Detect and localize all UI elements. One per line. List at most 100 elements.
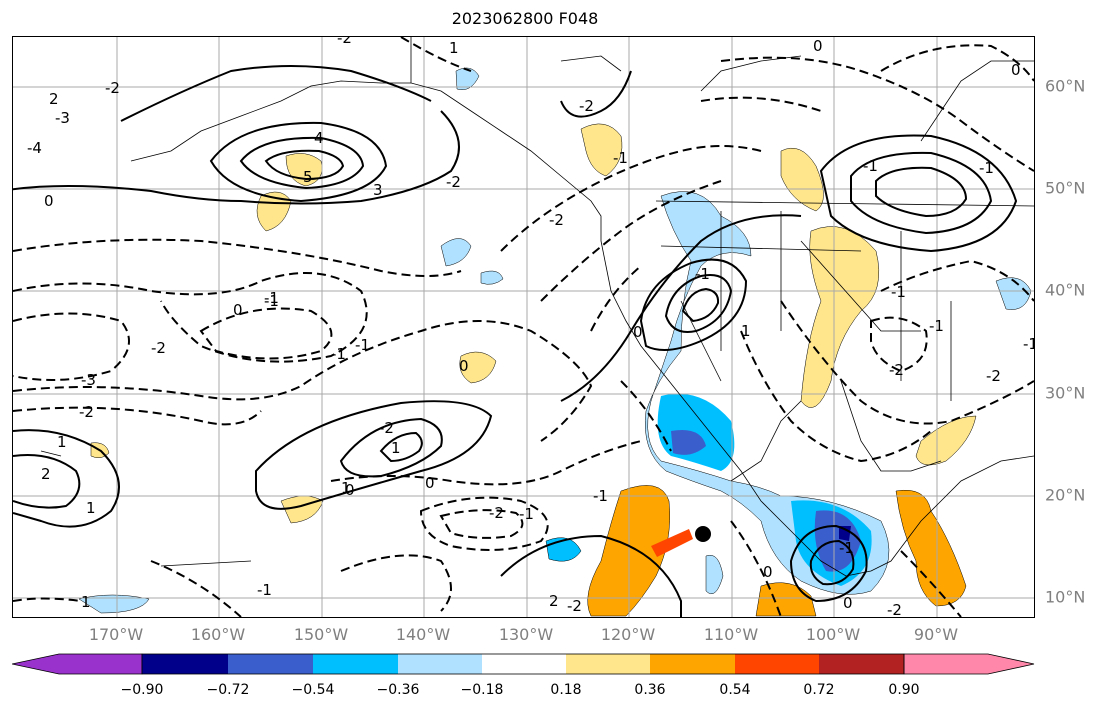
weak-negative-area — [440, 238, 472, 267]
map-canvas: -2 1 0 2 -3 -4 -2 4 5 3 -2 -2 0 -1 -1 -2… — [13, 37, 1034, 617]
contour-label: -1 — [929, 317, 944, 335]
weak-positive-area — [780, 147, 824, 212]
contour-label: -2 — [889, 361, 904, 379]
strong-positive-area — [651, 529, 693, 557]
lon-label: 110°W — [703, 625, 759, 644]
negative-contours — [13, 37, 1034, 617]
contour-label: 0 — [843, 594, 853, 612]
weak-positive-area — [580, 123, 623, 177]
contour-label: -1 — [979, 159, 994, 177]
coastlines — [40, 37, 1034, 577]
weak-negative-area — [480, 270, 504, 285]
contour-label: -2 — [379, 419, 394, 437]
contour-label: -1 — [695, 265, 710, 283]
lat-label: 40°N — [1045, 280, 1086, 300]
colorbar-bin — [650, 654, 735, 674]
contour-label: 2 — [41, 465, 51, 483]
contour-label: 1 — [741, 322, 751, 340]
graticule — [13, 37, 1034, 617]
lon-label: 90°W — [913, 625, 959, 644]
contour-label: -1 — [613, 149, 628, 167]
contour-label: 1 — [449, 39, 459, 57]
contour-label: -2 — [151, 339, 166, 357]
contour-label: 1 — [86, 499, 96, 517]
contour-label: 1 — [341, 479, 351, 497]
contour-label: 0 — [763, 563, 773, 581]
colorbar-bin — [735, 654, 819, 674]
positive-anomaly-area — [755, 582, 817, 617]
contour-label: -1 — [355, 336, 370, 354]
negative-anomaly-area — [657, 393, 735, 471]
lat-label: 50°N — [1045, 178, 1086, 198]
lon-label: 170°W — [88, 625, 144, 644]
contour-label: 0 — [425, 474, 435, 492]
weak-negative-area — [995, 277, 1032, 310]
colorbar-tick-label: 0.36 — [634, 682, 666, 698]
contour-label: 1 — [57, 433, 67, 451]
colorbar-bin — [398, 654, 482, 674]
weak-negative-area — [455, 67, 480, 90]
shading-layer — [78, 67, 1032, 617]
lon-label: 100°W — [805, 625, 861, 644]
colorbar-tick-label: 0.90 — [888, 682, 920, 698]
colorbar — [12, 653, 1035, 675]
storm-center-marker — [695, 526, 711, 542]
contour-label: -1 — [264, 289, 279, 307]
contour-label: -2 — [446, 173, 461, 191]
contour-label: 5 — [303, 168, 313, 186]
colorbar-tick-label: 0.54 — [719, 682, 751, 698]
lon-label: 140°W — [395, 625, 451, 644]
colorbar-tick-label: −0.72 — [206, 682, 250, 698]
contour-label: -1 — [839, 539, 854, 557]
lon-label: 130°W — [498, 625, 554, 644]
colorbar-extend-low — [12, 653, 143, 675]
lat-label: 60°N — [1045, 76, 1086, 96]
contour-label: -2 — [579, 97, 594, 115]
contour-label: -2 — [79, 403, 94, 421]
contour-label: -2 — [567, 597, 582, 615]
map-title: 2023062800 F048 — [451, 9, 599, 28]
lat-label: 10°N — [1045, 587, 1086, 607]
lon-label: 150°W — [293, 625, 349, 644]
contour-label: -1 — [264, 292, 279, 310]
contour-label: 0 — [813, 37, 823, 55]
contour-label: -1 — [891, 283, 906, 301]
colorbar-bin — [482, 654, 566, 674]
weak-negative-area — [705, 554, 724, 595]
contour-label: 2 — [549, 592, 559, 610]
contour-label: 1 — [391, 439, 401, 457]
moderate-negative-area — [671, 430, 706, 455]
weak-positive-area — [800, 226, 880, 408]
contour-label: 1 — [81, 593, 91, 611]
colorbar-bin — [566, 654, 650, 674]
contour-label: -2 — [337, 37, 352, 47]
contour-label: -3 — [81, 371, 96, 389]
lon-label: 160°W — [190, 625, 246, 644]
contour-label: 0 — [633, 323, 643, 341]
contour-label: -1 — [863, 157, 878, 175]
contour-label: -1 — [1023, 335, 1034, 353]
weak-positive-area — [459, 351, 497, 384]
lat-label: 30°N — [1045, 383, 1086, 403]
contour-label: -3 — [55, 109, 70, 127]
contour-label: 0 — [459, 357, 469, 375]
colorbar-extend-high — [903, 653, 1035, 675]
contour-label: 0 — [1011, 61, 1021, 79]
colorbar-bin — [819, 654, 904, 674]
contour-label: -4 — [27, 139, 42, 157]
positive-anomaly-area — [895, 489, 967, 607]
contour-label: -1 — [593, 487, 608, 505]
colorbar-bin — [228, 654, 313, 674]
contour-label: -1 — [257, 581, 272, 599]
contour-label: -2 — [986, 367, 1001, 385]
colorbar-tick-label: −0.54 — [291, 682, 335, 698]
contour-label: 0 — [44, 192, 54, 210]
map-panel: -2 1 0 2 -3 -4 -2 4 5 3 -2 -2 0 -1 -1 -2… — [12, 36, 1035, 618]
contour-label: -1 — [331, 345, 346, 363]
contour-label: -2 — [549, 211, 564, 229]
contour-label: 3 — [373, 181, 383, 199]
colorbar-tick-label: −0.36 — [376, 682, 420, 698]
contour-label: -2 — [105, 79, 120, 97]
colorbar-bin — [313, 654, 398, 674]
lat-label: 20°N — [1045, 485, 1086, 505]
